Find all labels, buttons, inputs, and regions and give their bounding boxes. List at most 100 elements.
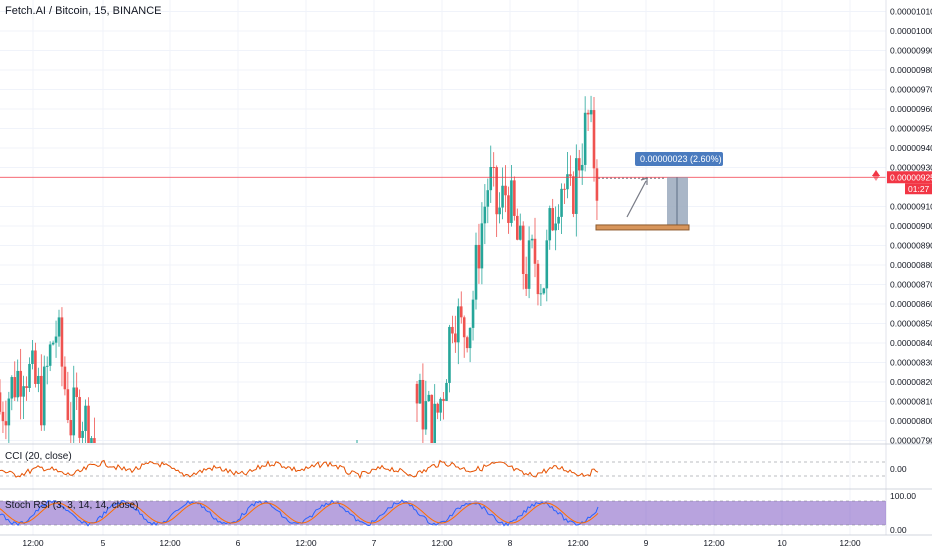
candle-body: [513, 180, 516, 216]
candle-body: [1, 411, 5, 422]
candle-body: [566, 174, 569, 190]
candle-body: [539, 293, 543, 295]
price-tick-label: 0.00000900: [890, 221, 932, 231]
candle-body: [93, 438, 96, 443]
candle-body: [465, 337, 469, 349]
measure-label-box: [635, 152, 723, 166]
measure-arrow: [626, 180, 647, 218]
candle-body: [25, 386, 28, 388]
candle-body: [48, 344, 52, 366]
candle-body: [557, 216, 560, 224]
price-tick-label: 0.00000850: [890, 319, 932, 329]
current-price-text: 0.00000925: [890, 172, 932, 182]
candle-body: [507, 195, 510, 223]
candle-body: [87, 405, 90, 443]
candle-body: [510, 180, 513, 223]
current-price-badge: [887, 171, 932, 184]
candle-body: [421, 379, 425, 430]
candle-body: [471, 299, 475, 328]
price-tick-label: 0.00000840: [890, 338, 932, 348]
candle-body: [595, 168, 599, 201]
candle-body: [439, 398, 442, 413]
candle-body: [90, 438, 93, 443]
price-tick-label: 0.00000880: [890, 260, 932, 270]
candle-body: [78, 397, 81, 438]
price-tick-label: 0.00000890: [890, 241, 932, 251]
cci-line: [0, 459, 599, 480]
candle-body: [516, 215, 519, 240]
candle-body: [563, 188, 566, 190]
candle-body: [524, 274, 528, 289]
price-pointer-icon: [872, 170, 880, 176]
price-tick-label: 0.00000800: [890, 416, 932, 426]
price-tick-label: 0.00000990: [890, 46, 932, 56]
candle-body: [448, 326, 451, 383]
candle-body: [40, 375, 43, 426]
candle-body: [28, 363, 31, 388]
time-axis-label: 12:00: [22, 538, 44, 548]
stoch-label: Stoch RSI (3, 3, 14, 14, close): [5, 500, 139, 511]
time-axis-label: 7: [372, 538, 377, 548]
price-tick-label: 0.00000950: [890, 124, 932, 134]
price-tick-label: 0.00000810: [890, 397, 932, 407]
candle-body: [575, 158, 578, 214]
price-tick-label: 0.00000870: [890, 280, 932, 290]
price-tick-label: 0.00000910: [890, 202, 932, 212]
time-axis-label: 12:00: [295, 538, 317, 548]
candle-body: [433, 403, 436, 443]
candle-body: [81, 430, 84, 438]
time-axis-label: 12:00: [431, 538, 453, 548]
cci-label: CCI (20, close): [5, 451, 72, 462]
candle-body: [592, 110, 596, 169]
candle-body: [533, 238, 537, 264]
candle-body: [492, 166, 495, 168]
candle-body: [34, 350, 37, 384]
candle-body: [63, 366, 67, 390]
time-axis-label: 12:00: [839, 538, 861, 548]
time-axis-label: 12:00: [159, 538, 181, 548]
candle-body: [589, 110, 593, 115]
candle-body: [572, 176, 575, 214]
candle-body: [442, 398, 445, 401]
time-axis-label: 6: [236, 538, 241, 548]
time-axis-label: 12:00: [567, 538, 589, 548]
candle-body: [430, 394, 434, 443]
candle-body: [7, 398, 11, 426]
candle-body: [498, 207, 501, 215]
candle-body: [542, 288, 546, 294]
candle-body: [16, 370, 19, 398]
candle-body: [569, 174, 572, 177]
candle-body: [504, 185, 507, 196]
price-tick-label: 0.00000970: [890, 85, 932, 95]
measure-label-text: 0.00000023 (2.60%) 23: [640, 154, 734, 164]
price-tick-label: 0.00000820: [890, 377, 932, 387]
price-tick-label: 0.00000940: [890, 143, 932, 153]
candle-body: [474, 244, 478, 300]
time-axis-label: 9: [644, 538, 649, 548]
candle-body: [489, 166, 493, 191]
candle-body: [521, 225, 525, 275]
candle-body: [66, 389, 70, 421]
cci-tick-label: 0.00: [890, 464, 907, 474]
stoch-tick-label: 0.00: [890, 525, 907, 535]
candle-body: [418, 379, 422, 404]
candle-body: [480, 223, 484, 269]
time-axis-label: 12:00: [703, 538, 725, 548]
price-tick-label: 0.00001000: [890, 26, 932, 36]
candle-body: [51, 342, 55, 345]
candle-body: [451, 326, 454, 334]
candle-body: [424, 401, 428, 430]
price-tick-label: 0.00000860: [890, 299, 932, 309]
time-axis-label: 10: [777, 538, 787, 548]
candle-body: [22, 386, 25, 397]
candle-body: [459, 306, 463, 318]
candle-body: [518, 225, 522, 240]
measure-arrowhead: [640, 177, 648, 185]
candle-body: [42, 366, 46, 426]
candle-body: [560, 188, 563, 217]
candle-body: [13, 377, 17, 398]
candle-body: [495, 167, 498, 215]
candle-body: [0, 392, 2, 412]
candle-body: [477, 244, 481, 269]
